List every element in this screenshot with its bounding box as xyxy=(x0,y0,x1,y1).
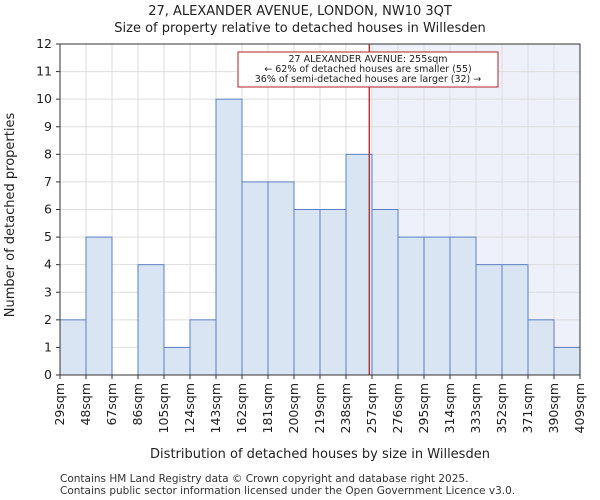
histogram-bar xyxy=(189,319,217,376)
histogram-bar xyxy=(371,209,399,376)
x-tick-label: 105sqm xyxy=(156,383,171,433)
histogram-bar xyxy=(449,236,477,376)
x-tick-label: 276sqm xyxy=(390,383,405,433)
x-tick-label: 124sqm xyxy=(182,383,197,433)
y-tick-label: 1 xyxy=(44,339,52,354)
footer-line-2: Contains public sector information licen… xyxy=(60,485,515,497)
y-tick-label: 6 xyxy=(44,202,52,217)
histogram-bar xyxy=(397,236,425,376)
y-tick-label: 7 xyxy=(44,174,52,189)
y-axis-label: Number of detached properties xyxy=(3,113,18,318)
x-tick-label: 390sqm xyxy=(546,383,561,433)
y-tick-label: 10 xyxy=(36,91,52,106)
histogram-bar xyxy=(59,319,87,376)
histogram-bar xyxy=(293,209,321,376)
histogram-bar xyxy=(501,264,529,376)
x-tick-label: 257sqm xyxy=(364,383,379,433)
x-tick-label: 181sqm xyxy=(260,383,275,433)
histogram-bar xyxy=(137,264,165,376)
x-tick-label: 371sqm xyxy=(520,383,535,433)
chart-title: 27, ALEXANDER AVENUE, LONDON, NW10 3QT xyxy=(148,4,452,19)
histogram-bar xyxy=(345,153,373,376)
x-tick-label: 162sqm xyxy=(234,383,249,433)
y-tick-label: 12 xyxy=(36,36,52,51)
histogram-bar xyxy=(423,236,451,376)
x-tick-label: 200sqm xyxy=(286,383,301,433)
y-tick-label: 11 xyxy=(36,64,52,79)
histogram-bar xyxy=(215,98,243,376)
histogram-bar xyxy=(475,264,503,376)
annotation-line-1: 27 ALEXANDER AVENUE: 255sqm xyxy=(289,54,448,65)
x-tick-label: 352sqm xyxy=(494,383,509,433)
x-tick-label: 238sqm xyxy=(338,383,353,433)
y-tick-label: 5 xyxy=(44,229,52,244)
x-tick-label: 143sqm xyxy=(208,383,223,433)
histogram-bar xyxy=(85,236,113,376)
y-tick-label: 4 xyxy=(44,257,52,272)
x-tick-label: 29sqm xyxy=(52,383,67,426)
annotation-line-2: ← 62% of detached houses are smaller (55… xyxy=(264,64,471,75)
x-tick-label: 86sqm xyxy=(130,383,145,426)
x-tick-label: 67sqm xyxy=(104,383,119,426)
y-tick-label: 0 xyxy=(44,367,52,382)
x-axis-label: Distribution of detached houses by size … xyxy=(150,447,490,462)
y-tick-label: 9 xyxy=(44,119,52,134)
chart-subtitle: Size of property relative to detached ho… xyxy=(114,21,485,36)
histogram-bar xyxy=(241,181,269,376)
histogram-bar xyxy=(319,209,347,376)
y-tick-label: 8 xyxy=(44,146,52,161)
x-tick-label: 409sqm xyxy=(572,383,587,433)
histogram-bar xyxy=(163,346,191,376)
x-tick-label: 333sqm xyxy=(468,383,483,433)
histogram-bar xyxy=(527,319,555,376)
x-tick-label: 219sqm xyxy=(312,383,327,433)
y-tick-label: 3 xyxy=(44,284,52,299)
annotation-line-3: 36% of semi-detached houses are larger (… xyxy=(255,74,482,85)
x-tick-label: 48sqm xyxy=(78,383,93,426)
histogram-bar xyxy=(267,181,295,376)
x-tick-label: 314sqm xyxy=(442,383,457,433)
annotation-box: 27 ALEXANDER AVENUE: 255sqm ← 62% of det… xyxy=(237,51,499,88)
x-tick-label: 295sqm xyxy=(416,383,431,433)
histogram-bar xyxy=(553,346,581,376)
y-tick-label: 2 xyxy=(44,312,52,327)
footer-line-1: Contains HM Land Registry data © Crown c… xyxy=(60,473,468,485)
